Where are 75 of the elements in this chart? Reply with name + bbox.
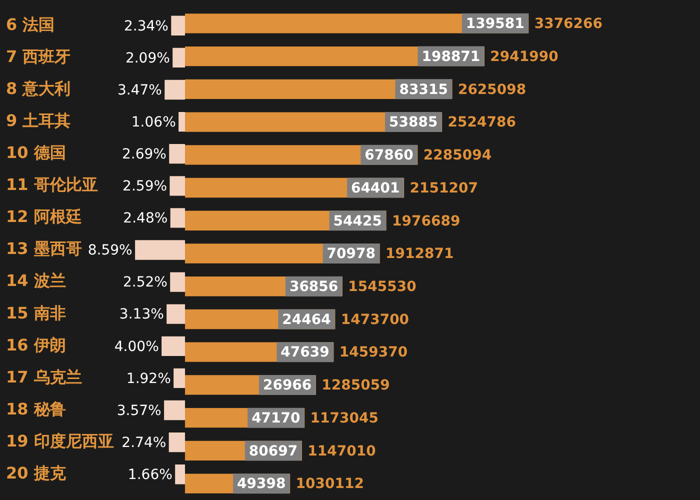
data-label: 1173045: [310, 410, 378, 426]
data-label: 1473700: [340, 312, 410, 328]
data-label: 1147010: [308, 443, 376, 460]
data-label: 1459370: [339, 344, 408, 361]
bar: [174, 368, 185, 388]
bar: [170, 272, 185, 292]
data-label: 1285059: [322, 378, 390, 394]
annotation: 24464: [282, 312, 332, 328]
data-label: 2.52%: [122, 274, 168, 291]
bar: [164, 400, 185, 420]
data-label: 3.13%: [119, 306, 164, 323]
y-tick-label: 19 印度尼西亚: [6, 431, 114, 450]
annotation: 53885: [389, 114, 438, 131]
y-tick-label: 14 波兰: [6, 271, 66, 290]
annotation: 54425: [333, 213, 382, 230]
y-tick-label: 18 秘鲁: [6, 399, 66, 418]
bar: [170, 176, 185, 196]
data-label: 1976689: [392, 213, 460, 230]
bar: [164, 80, 185, 100]
bar: [171, 16, 185, 36]
data-label: 4.00%: [114, 338, 159, 355]
y-tick-label: 17 乌克兰: [6, 367, 82, 386]
data-label: 2524786: [448, 114, 516, 131]
annotation: 67860: [364, 148, 414, 164]
data-label: 1912871: [386, 246, 454, 262]
bar: [175, 464, 185, 484]
annotation: 198871: [422, 48, 480, 65]
bar: [172, 48, 185, 68]
bar: [169, 144, 185, 164]
data-label: 3.47%: [117, 82, 162, 98]
y-tick-label: 9 土耳其: [6, 110, 71, 130]
data-label: 1030112: [296, 476, 364, 492]
y-tick-label: 10 德国: [6, 142, 66, 162]
y-tick-label: 20 捷克: [6, 464, 67, 483]
annotation: 80697: [248, 443, 298, 460]
data-label: 8.59%: [88, 242, 132, 259]
data-label: 2.69%: [122, 146, 166, 162]
data-label: 2625098: [458, 82, 526, 98]
y-tick-label: 12 阿根廷: [6, 207, 82, 226]
data-label: 1.92%: [126, 370, 171, 387]
annotation: 47639: [280, 344, 330, 361]
data-label: 3376266: [534, 16, 603, 32]
data-label: 2941990: [490, 48, 559, 65]
data-label: 3.57%: [116, 402, 162, 419]
annotation: 26966: [262, 378, 312, 394]
data-label: 2.74%: [122, 434, 166, 451]
bar: [170, 208, 185, 228]
bar: [135, 240, 185, 260]
y-tick-label: 16 伊朗: [6, 335, 66, 354]
bar: [178, 112, 185, 132]
bar: [162, 336, 185, 356]
y-tick-label: 11 哥伦比亚: [6, 175, 98, 194]
data-label: 1.66%: [128, 467, 172, 484]
annotation: 64401: [351, 180, 400, 196]
data-label: 1.06%: [131, 114, 176, 130]
y-tick-label: 8 意大利: [6, 78, 71, 98]
bar: [168, 432, 185, 452]
annotation: 47170: [252, 410, 301, 426]
bar: [166, 304, 185, 324]
data-label: 2.34%: [124, 18, 168, 34]
y-tick-label: 13 墨西哥: [6, 239, 82, 258]
annotation: 83315: [399, 82, 448, 98]
y-tick-label: 15 南非: [6, 303, 66, 322]
data-label: 2.09%: [125, 50, 170, 66]
data-label: 2.59%: [122, 178, 168, 195]
annotation: 70978: [326, 246, 376, 262]
data-label: 1545530: [348, 279, 417, 296]
data-label: 2285094: [423, 148, 492, 164]
y-tick-label: 6 法国: [6, 14, 55, 34]
annotation: 49398: [237, 476, 286, 492]
y-tick-label: 7 西班牙: [6, 46, 71, 66]
annotation: 139581: [466, 16, 524, 32]
data-label: 2151207: [410, 180, 478, 196]
data-label: 2.48%: [123, 210, 168, 227]
annotation: 36856: [289, 279, 338, 296]
